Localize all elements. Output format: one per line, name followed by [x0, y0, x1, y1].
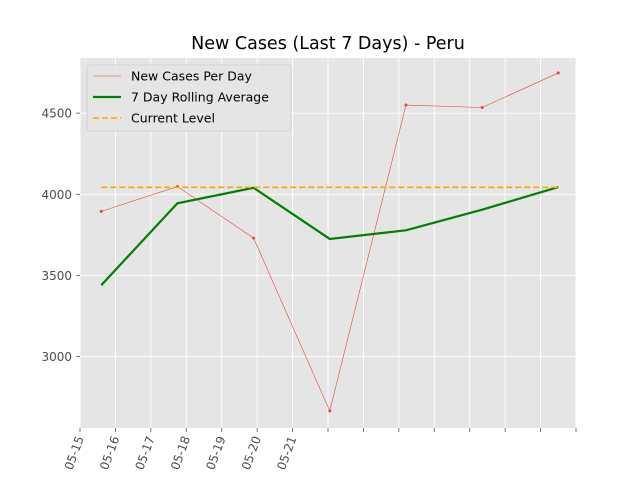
- y-axis: 3000 3500 4000 4500: [41, 107, 80, 364]
- y-tick-label: 4500: [41, 107, 72, 121]
- data-point: [252, 236, 256, 240]
- data-point: [328, 409, 332, 413]
- data-point: [480, 105, 484, 109]
- data-point: [99, 209, 103, 213]
- data-point: [404, 103, 408, 107]
- series-line-1: [100, 185, 559, 286]
- legend-label: New Cases Per Day: [131, 69, 252, 84]
- legend: New Cases Per Day 7 Day Rolling Average Cu…: [86, 64, 292, 132]
- data-point: [556, 71, 560, 75]
- y-tick-label: 3500: [41, 269, 72, 283]
- chart-title: New Cases (Last 7 Days) - Peru: [191, 34, 465, 54]
- legend-label: Current Level: [131, 111, 215, 126]
- series-layer: [99, 71, 560, 413]
- y-tick-label: 3000: [41, 350, 72, 364]
- legend-box: [86, 64, 292, 132]
- y-tick-label: 4000: [41, 188, 72, 202]
- legend-label: 7 Day Rolling Average: [131, 90, 269, 105]
